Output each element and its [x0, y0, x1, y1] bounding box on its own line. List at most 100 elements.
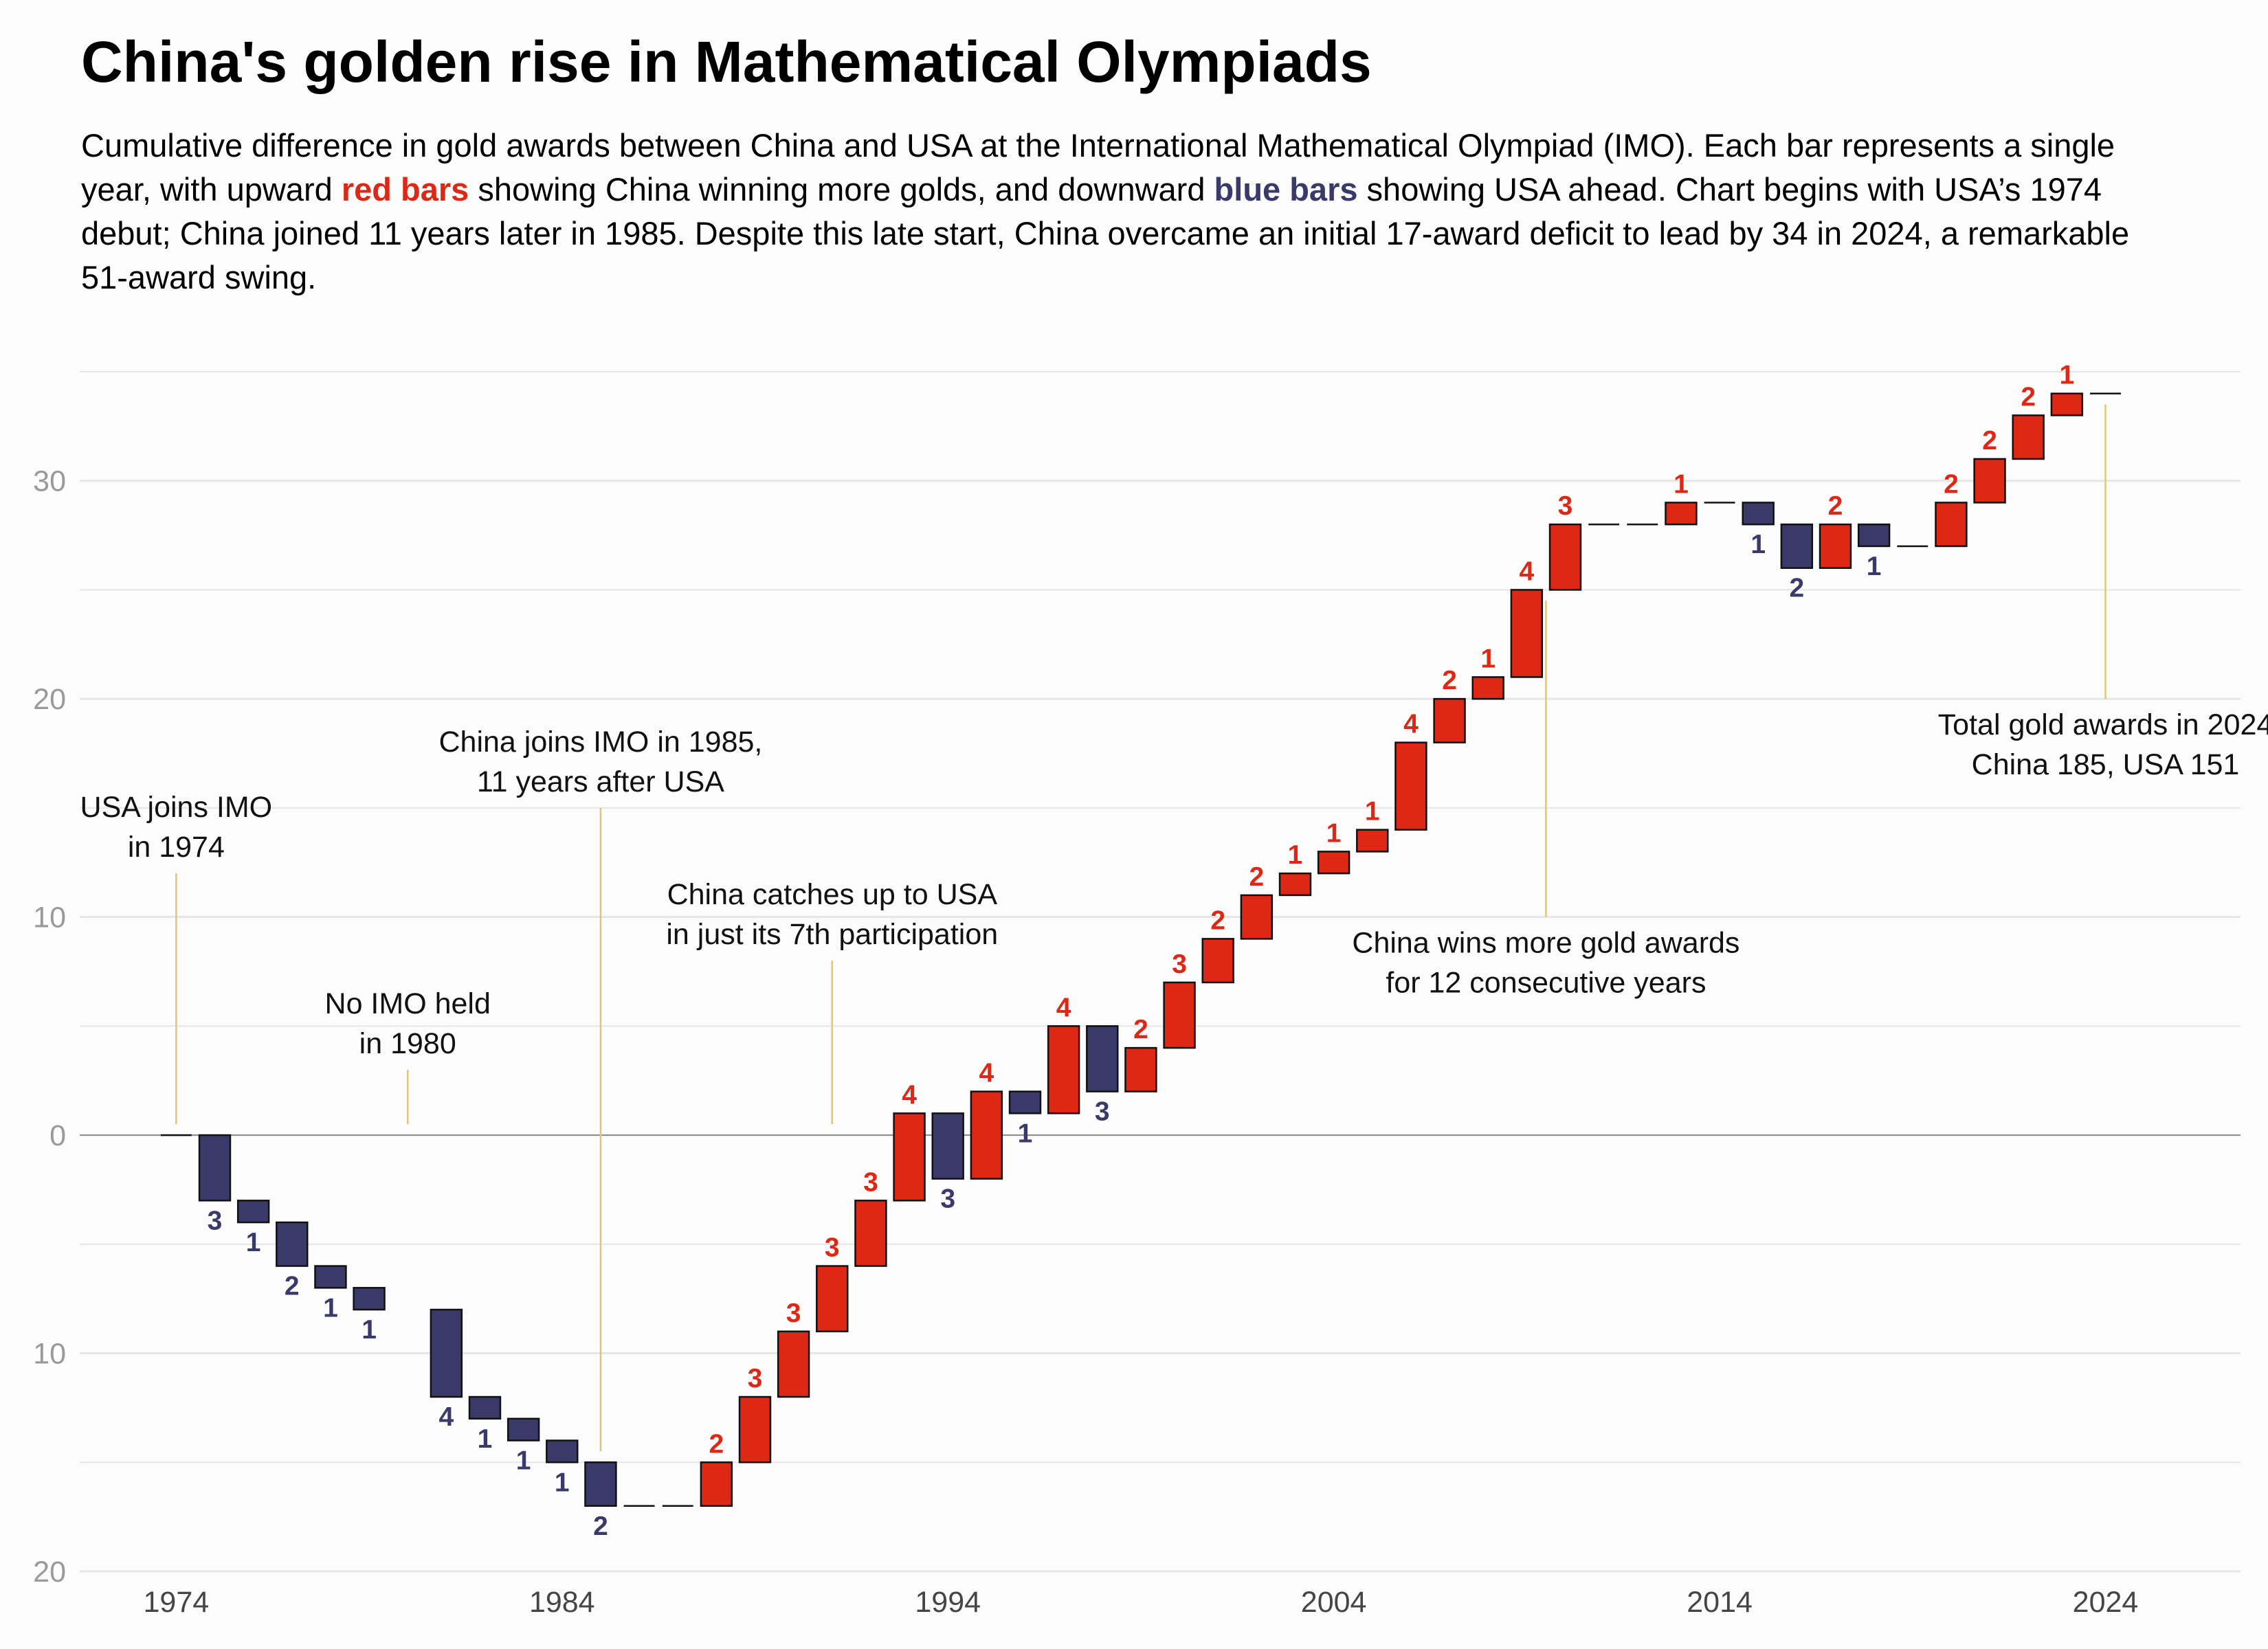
- china-bar: [1548, 523, 1582, 591]
- china-bar: [2012, 414, 2045, 460]
- bar-value-label: 1: [1867, 552, 1882, 581]
- chart-title: China's golden rise in Mathematical Olym…: [81, 30, 1372, 94]
- china-bar: [1201, 938, 1234, 984]
- usa-bar: [931, 1112, 964, 1180]
- bar-value-label: 2: [1982, 426, 1997, 456]
- subtitle-part-3: showing USA ahead. Chart begins with USA…: [81, 171, 2130, 295]
- annotation-text: in 1974: [128, 831, 225, 864]
- bar-value-label: 1: [1674, 469, 1689, 499]
- gridlines: [80, 371, 2241, 1573]
- bar-value-label: 1: [1288, 840, 1303, 870]
- annotation-text: China catches up to USA: [667, 878, 998, 911]
- x-tick-label: 2024: [2073, 1586, 2139, 1619]
- annotation-text: China joins IMO in 1985,: [438, 726, 762, 759]
- usa-bar: [198, 1134, 232, 1202]
- bars: [160, 392, 2121, 1507]
- bar-value-label: 3: [940, 1185, 955, 1214]
- china-bar: [1433, 697, 1466, 743]
- china-bar: [777, 1330, 810, 1398]
- china-bar: [1973, 458, 2006, 504]
- bar-value-label: 2: [1210, 906, 1225, 935]
- china-bar: [738, 1395, 772, 1463]
- china-bar: [1240, 894, 1274, 940]
- bar-value-label: 1: [1480, 644, 1496, 673]
- usa-bar: [430, 1308, 463, 1398]
- bar-value-label: 3: [1558, 491, 1573, 521]
- x-tick-label: 1974: [144, 1586, 210, 1619]
- china-bar: [1124, 1046, 1157, 1092]
- usa-bar: [314, 1265, 347, 1289]
- bar-value-label: 2: [1133, 1015, 1148, 1044]
- china-bar: [1510, 589, 1544, 678]
- data-labels: 3121141112233334341432322111421431122122…: [208, 361, 2075, 1541]
- bar-value-label: 2: [285, 1272, 300, 1301]
- bar-value-label: 1: [323, 1293, 338, 1323]
- annotation-text: China wins more gold awards: [1352, 927, 1739, 960]
- annotation-text: for 12 consecutive years: [1386, 967, 1706, 1000]
- bar-value-label: 4: [1056, 993, 1071, 1022]
- bar-value-label: 4: [1520, 557, 1535, 586]
- china-bar: [1819, 523, 1852, 569]
- bar-value-label: 2: [2021, 382, 2036, 412]
- bar-value-label: 2: [1828, 491, 1843, 521]
- subtitle-part-1: Cumulative difference in gold awards bet…: [81, 127, 2115, 207]
- x-tick-label: 1994: [915, 1586, 981, 1619]
- bar-value-label: 2: [1944, 469, 1959, 499]
- bar-value-label: 2: [1442, 666, 1457, 695]
- bar-value-label: 2: [1249, 862, 1265, 892]
- annotation-text: in 1980: [359, 1027, 456, 1060]
- bar-value-label: 4: [902, 1080, 917, 1110]
- bar-value-label: 3: [208, 1206, 223, 1235]
- usa-bar: [276, 1221, 309, 1267]
- china-bar: [1394, 741, 1427, 831]
- x-tick-label: 2004: [1301, 1586, 1367, 1619]
- axis-labels: 30 20 10 0 10 20 1974 1984 1994 2004 2014 2024: [33, 465, 2138, 1619]
- china-bar: [816, 1265, 849, 1333]
- bar-value-label: 1: [246, 1228, 261, 1257]
- china-bar: [1047, 1025, 1080, 1114]
- subtitle-blue-bars-keyword: blue bars: [1214, 171, 1358, 207]
- bar-value-label: 1: [1365, 797, 1380, 827]
- usa-bar: [1742, 502, 1775, 526]
- bar-value-label: 2: [1790, 574, 1805, 603]
- bar-value-label: 3: [748, 1364, 763, 1393]
- annotation-texts: USA joins IMO in 1974 No IMO held in 1980 Ch…: [80, 708, 2268, 1060]
- y-tick-label: 10: [33, 1338, 66, 1371]
- bar-value-label: 4: [439, 1402, 454, 1432]
- china-bar: [1278, 872, 1312, 897]
- bar-value-label: 1: [1326, 818, 1342, 848]
- bar-value-label: 3: [825, 1233, 840, 1263]
- bar-value-label: 3: [1172, 950, 1187, 979]
- bar-value-label: 1: [478, 1424, 493, 1454]
- annotation-text: Total gold awards in 2024: [1938, 708, 2268, 741]
- y-tick-label: 0: [49, 1119, 66, 1152]
- annotation-text: China 185, USA 151: [1972, 748, 2240, 781]
- annotation-text: in just its 7th participation: [666, 918, 998, 951]
- china-bar: [1471, 676, 1504, 700]
- bar-value-label: 1: [516, 1446, 531, 1476]
- usa-bar: [1008, 1090, 1042, 1114]
- usa-bar: [546, 1439, 579, 1463]
- bar-value-label: 1: [2060, 361, 2075, 390]
- y-tick-label: 20: [33, 683, 66, 716]
- bar-value-label: 3: [1095, 1097, 1110, 1127]
- usa-bar: [1857, 523, 1891, 548]
- bar-value-label: 1: [362, 1315, 377, 1345]
- usa-bar: [468, 1395, 502, 1420]
- y-tick-label: 20: [33, 1556, 66, 1589]
- y-tick-label: 30: [33, 465, 66, 498]
- bar-value-label: 4: [1403, 710, 1419, 739]
- annotation-text: No IMO held: [325, 987, 491, 1020]
- bar-value-label: 3: [786, 1299, 801, 1328]
- usa-bar: [1086, 1025, 1119, 1092]
- x-tick-label: 1984: [529, 1586, 595, 1619]
- bar-value-label: 4: [979, 1059, 994, 1088]
- subtitle-part-2: showing China winning more golds, and do…: [469, 171, 1214, 207]
- y-tick-label: 10: [33, 901, 66, 934]
- usa-bar: [507, 1417, 540, 1442]
- usa-bar: [1780, 523, 1814, 569]
- china-bar: [700, 1461, 733, 1507]
- china-bar: [2050, 392, 2084, 416]
- china-bar: [1163, 981, 1196, 1049]
- china-bar: [970, 1090, 1003, 1180]
